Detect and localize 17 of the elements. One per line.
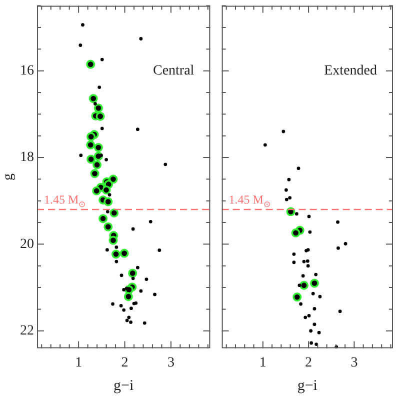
x-tick-label: 2 [121,355,128,370]
x-tick-label: 2 [305,355,312,370]
y-axis-title: g [1,174,16,180]
annotation: Extended [324,64,377,79]
annotation: Central [152,64,194,79]
y-tick-label: 18 [20,150,34,166]
x-tick-label: 1 [75,355,82,370]
x-tick-label: 1 [259,355,266,370]
y-tick-label: 22 [20,324,34,339]
ref-line-label: 1.45 M⊙ [44,192,86,210]
x-axis-title: g−i [297,378,318,394]
x-tick-label: 3 [350,355,358,370]
x-axis-title: g−i [114,378,134,394]
y-tick-label: 20 [20,236,34,252]
ref-line-label: 1.45 M⊙ [228,192,270,210]
y-tick-label: 16 [20,63,34,78]
x-tick-label: 3 [167,355,174,370]
